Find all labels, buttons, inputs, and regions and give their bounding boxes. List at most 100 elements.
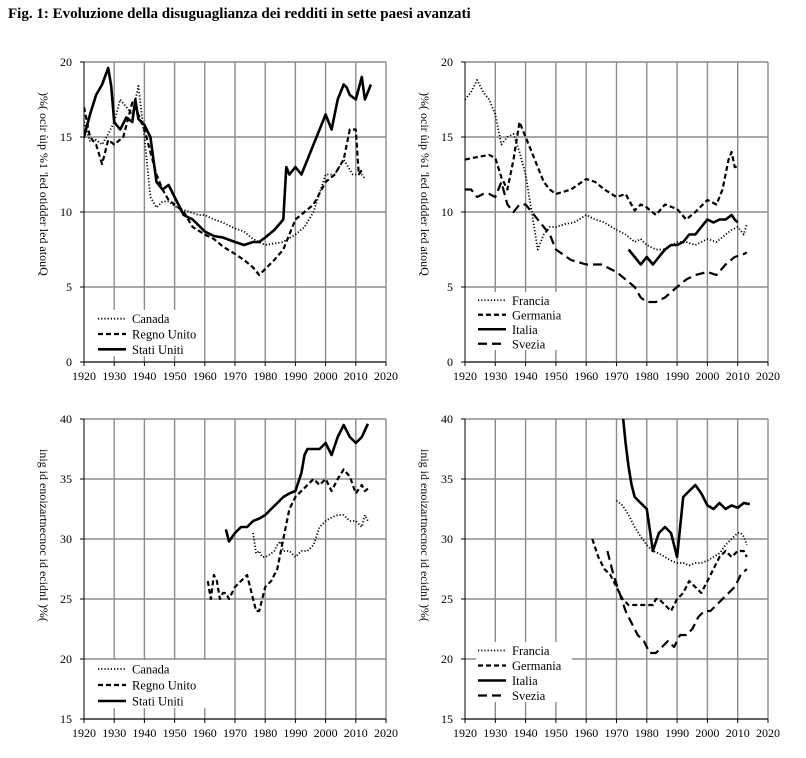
x-tick-label: 2000 <box>314 726 338 740</box>
series-line-svezia <box>606 550 748 655</box>
x-tick-label: 2010 <box>344 369 368 383</box>
x-tick-label: 1970 <box>223 369 247 383</box>
legend-label: Francia <box>512 294 550 308</box>
x-tick-label: 1980 <box>635 369 659 383</box>
y-tick-label: 10 <box>441 205 453 219</box>
y-tick-label: 20 <box>60 55 72 69</box>
legend-label: Stati Uniti <box>132 695 184 709</box>
y-tick-label: 10 <box>60 205 72 219</box>
x-tick-label: 1950 <box>163 369 187 383</box>
x-tick-label: 1940 <box>132 369 156 383</box>
y-tick-label: 35 <box>441 472 453 486</box>
x-tick-label: 1960 <box>574 726 598 740</box>
y-tick-label: 0 <box>66 355 72 369</box>
y-tick-label: 15 <box>441 712 453 726</box>
legend-label: Germania <box>512 308 562 322</box>
x-tick-label: 1930 <box>102 369 126 383</box>
x-tick-label: 1970 <box>223 726 247 740</box>
x-tick-label: 1990 <box>665 726 689 740</box>
y-tick-label: 40 <box>441 412 453 426</box>
x-tick-label: 2010 <box>726 369 750 383</box>
y-tick-label: 20 <box>441 55 453 69</box>
legend-label: Canada <box>132 663 170 677</box>
x-tick-label: 1980 <box>253 369 277 383</box>
series-line-regno-unito <box>84 101 363 277</box>
x-tick-label: 1950 <box>544 369 568 383</box>
legend-label: Regno Unito <box>132 679 196 693</box>
legend-label: Stati Uniti <box>132 343 184 357</box>
legend-label: Svezia <box>512 689 546 703</box>
series-line-germania <box>591 538 748 613</box>
x-tick-label: 2020 <box>756 726 780 740</box>
series-line-stati-uniti <box>224 423 370 543</box>
y-tick-label: 15 <box>60 130 72 144</box>
series-line-svezia <box>465 180 748 304</box>
x-tick-label: 2020 <box>374 369 398 383</box>
x-tick-label: 1990 <box>283 726 307 740</box>
figure-title: Fig. 1: Evoluzione della disuguaglianza … <box>8 6 471 22</box>
x-tick-label: 1930 <box>483 369 507 383</box>
x-tick-label: 1940 <box>514 369 538 383</box>
x-tick-label: 2010 <box>726 726 750 740</box>
y-tick-label: 30 <box>441 532 453 546</box>
x-tick-label: 1990 <box>283 369 307 383</box>
x-tick-label: 1960 <box>193 369 217 383</box>
y-axis-label: inig id enoizartnecnoc id ecidnI )%( <box>37 449 51 622</box>
legend-box <box>476 642 572 702</box>
y-axis-label: )%( ocir ùip %1 'led otidder led atouQ <box>37 92 51 276</box>
x-tick-label: 2010 <box>344 726 368 740</box>
y-tick-label: 25 <box>441 592 453 606</box>
x-tick-label: 1980 <box>253 726 277 740</box>
y-tick-label: 15 <box>60 712 72 726</box>
x-tick-label: 1930 <box>102 726 126 740</box>
x-tick-label: 2000 <box>695 726 719 740</box>
y-tick-label: 15 <box>441 130 453 144</box>
series-line-italia <box>621 419 751 559</box>
x-tick-label: 1950 <box>544 726 568 740</box>
x-tick-label: 1970 <box>605 726 629 740</box>
legend-label: Svezia <box>512 337 546 351</box>
x-tick-label: 1930 <box>483 726 507 740</box>
legend-label: Germania <box>512 659 562 673</box>
x-tick-label: 1920 <box>72 369 96 383</box>
legend-box <box>476 292 572 350</box>
series-line-canada <box>84 85 366 246</box>
legend-label: Francia <box>512 644 550 658</box>
legend-label: Italia <box>512 323 538 337</box>
y-tick-label: 5 <box>66 280 72 294</box>
x-tick-label: 2000 <box>314 369 338 383</box>
x-tick-label: 2000 <box>695 369 719 383</box>
y-axis-label: inig id enoizartnecnoc id ecidnI )%( <box>418 449 432 622</box>
y-tick-label: 5 <box>447 280 453 294</box>
x-tick-label: 1940 <box>514 726 538 740</box>
x-tick-label: 2020 <box>374 726 398 740</box>
y-tick-label: 20 <box>441 652 453 666</box>
legend-label: Italia <box>512 674 538 688</box>
y-tick-label: 25 <box>60 592 72 606</box>
x-tick-label: 1950 <box>163 726 187 740</box>
series-line-canada <box>252 514 369 558</box>
y-tick-label: 30 <box>60 532 72 546</box>
x-tick-label: 1980 <box>635 726 659 740</box>
y-tick-label: 35 <box>60 472 72 486</box>
x-tick-label: 1990 <box>665 369 689 383</box>
x-tick-label: 2020 <box>756 369 780 383</box>
x-tick-label: 1920 <box>72 726 96 740</box>
x-tick-label: 1960 <box>193 726 217 740</box>
series-line-italia <box>627 213 739 266</box>
series-line-francia <box>465 79 748 251</box>
series-line-francia <box>615 499 748 567</box>
legend-label: Regno Unito <box>132 328 196 342</box>
legend-label: Canada <box>132 312 170 326</box>
x-tick-label: 1960 <box>574 369 598 383</box>
series-line-stati-uniti <box>84 66 373 247</box>
y-tick-label: 40 <box>60 412 72 426</box>
y-tick-label: 20 <box>60 652 72 666</box>
y-axis-label: )%( ocir ùip %1 'led otidder led atouQ <box>418 92 432 276</box>
x-tick-label: 1920 <box>453 369 477 383</box>
y-tick-label: 0 <box>447 355 453 369</box>
x-tick-label: 1970 <box>605 369 629 383</box>
series-line-regno-unito <box>206 468 369 613</box>
x-tick-label: 1940 <box>132 726 156 740</box>
